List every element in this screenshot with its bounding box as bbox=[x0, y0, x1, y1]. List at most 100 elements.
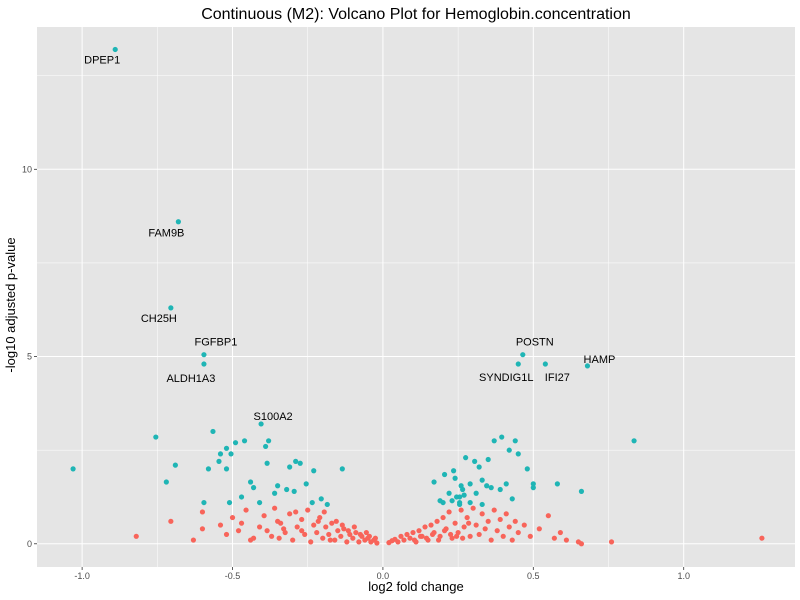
nonsignificant-point bbox=[423, 535, 430, 541]
significant-point bbox=[467, 481, 473, 487]
significant-point bbox=[476, 464, 482, 470]
significant-point bbox=[264, 460, 270, 466]
nonsignificant-point bbox=[190, 537, 197, 543]
significant-point bbox=[201, 352, 207, 358]
nonsignificant-point bbox=[417, 533, 424, 539]
nonsignificant-point bbox=[168, 518, 174, 524]
significant-point bbox=[238, 494, 245, 500]
significant-point bbox=[450, 468, 457, 474]
nonsignificant-point bbox=[272, 505, 278, 511]
significant-point bbox=[217, 451, 224, 457]
nonsignificant-point bbox=[491, 507, 497, 513]
nonsignificant-point bbox=[608, 539, 615, 545]
nonsignificant-point bbox=[563, 537, 569, 543]
nonsignificant-point bbox=[476, 531, 482, 538]
nonsignificant-point bbox=[332, 537, 338, 543]
nonsignificant-point bbox=[345, 528, 351, 534]
nonsignificant-point bbox=[454, 533, 460, 539]
nonsignificant-point bbox=[235, 528, 242, 534]
significant-point bbox=[309, 499, 315, 506]
nonsignificant-point bbox=[275, 518, 281, 524]
nonsignificant-point bbox=[356, 539, 362, 545]
non-significant-points bbox=[133, 505, 765, 547]
gene-label-s100a2: S100A2 bbox=[254, 411, 293, 423]
significant-point bbox=[488, 485, 494, 491]
significant-point bbox=[530, 481, 536, 487]
significant-point bbox=[291, 488, 297, 494]
significant-point bbox=[584, 363, 591, 369]
significant-point bbox=[497, 486, 503, 493]
significant-point bbox=[228, 451, 234, 457]
nonsignificant-point bbox=[578, 541, 585, 547]
nonsignificant-point bbox=[557, 529, 563, 536]
nonsignificant-point bbox=[229, 514, 236, 521]
significant-point bbox=[463, 455, 469, 461]
x-tick-label: 0.0 bbox=[377, 571, 390, 581]
significant-point bbox=[431, 479, 437, 485]
nonsignificant-point bbox=[488, 537, 494, 543]
y-tick-label: 0 bbox=[27, 539, 32, 549]
nonsignificant-point bbox=[467, 533, 473, 539]
significant-point bbox=[467, 499, 473, 506]
nonsignificant-point bbox=[335, 528, 341, 534]
nonsignificant-point bbox=[333, 518, 339, 524]
significant-point bbox=[175, 219, 181, 225]
nonsignificant-point bbox=[411, 537, 418, 543]
x-axis-ticks: -1.0 -0.5 0.0 0.5 1.0 bbox=[74, 567, 690, 581]
y-tick-label: 10 bbox=[22, 164, 32, 174]
significant-point bbox=[275, 483, 281, 489]
nonsignificant-point bbox=[759, 535, 765, 541]
nonsignificant-point bbox=[374, 540, 380, 546]
nonsignificant-point bbox=[545, 513, 551, 519]
significant-point bbox=[153, 434, 159, 440]
significant-point bbox=[515, 451, 521, 457]
significant-point bbox=[452, 475, 458, 481]
significant-point bbox=[247, 479, 254, 485]
nonsignificant-point bbox=[299, 528, 305, 534]
significant-point bbox=[530, 485, 536, 491]
nonsignificant-point bbox=[482, 526, 488, 532]
nonsignificant-point bbox=[326, 531, 332, 538]
significant-point bbox=[205, 466, 212, 472]
significant-point bbox=[509, 496, 515, 502]
nonsignificant-point bbox=[133, 533, 139, 539]
nonsignificant-point bbox=[299, 516, 305, 523]
nonsignificant-point bbox=[515, 529, 521, 536]
significant-point bbox=[210, 428, 216, 435]
significant-point bbox=[542, 361, 548, 367]
nonsignificant-point bbox=[290, 537, 296, 543]
significant-point bbox=[554, 481, 560, 487]
nonsignificant-point bbox=[269, 533, 275, 539]
nonsignificant-point bbox=[473, 522, 479, 528]
significant-point bbox=[437, 498, 443, 504]
nonsignificant-point bbox=[521, 522, 527, 528]
significant-point bbox=[318, 496, 324, 502]
nonsignificant-point bbox=[199, 509, 206, 515]
nonsignificant-point bbox=[434, 518, 440, 524]
nonsignificant-point bbox=[223, 531, 230, 538]
significant-point bbox=[491, 438, 497, 444]
gene-label-postn: POSTN bbox=[516, 337, 554, 349]
nonsignificant-point bbox=[338, 533, 344, 539]
nonsignificant-point bbox=[509, 537, 515, 543]
nonsignificant-point bbox=[321, 509, 327, 515]
significant-point bbox=[303, 481, 309, 487]
significant-point bbox=[472, 458, 478, 464]
significant-point bbox=[223, 466, 230, 472]
significant-point bbox=[297, 460, 303, 466]
nonsignificant-point bbox=[372, 535, 378, 541]
significant-point bbox=[484, 483, 490, 489]
nonsignificant-point bbox=[536, 526, 542, 532]
significant-point bbox=[524, 466, 530, 472]
nonsignificant-point bbox=[351, 524, 357, 530]
nonsignificant-point bbox=[398, 533, 404, 539]
nonsignificant-point bbox=[357, 531, 363, 538]
nonsignificant-point bbox=[353, 529, 359, 536]
significant-point bbox=[201, 361, 207, 367]
gene-label-hamp: HAMP bbox=[584, 354, 616, 366]
nonsignificant-point bbox=[435, 537, 442, 543]
significant-point bbox=[284, 486, 290, 493]
nonsignificant-point bbox=[294, 524, 300, 530]
nonsignificant-point bbox=[441, 528, 448, 534]
